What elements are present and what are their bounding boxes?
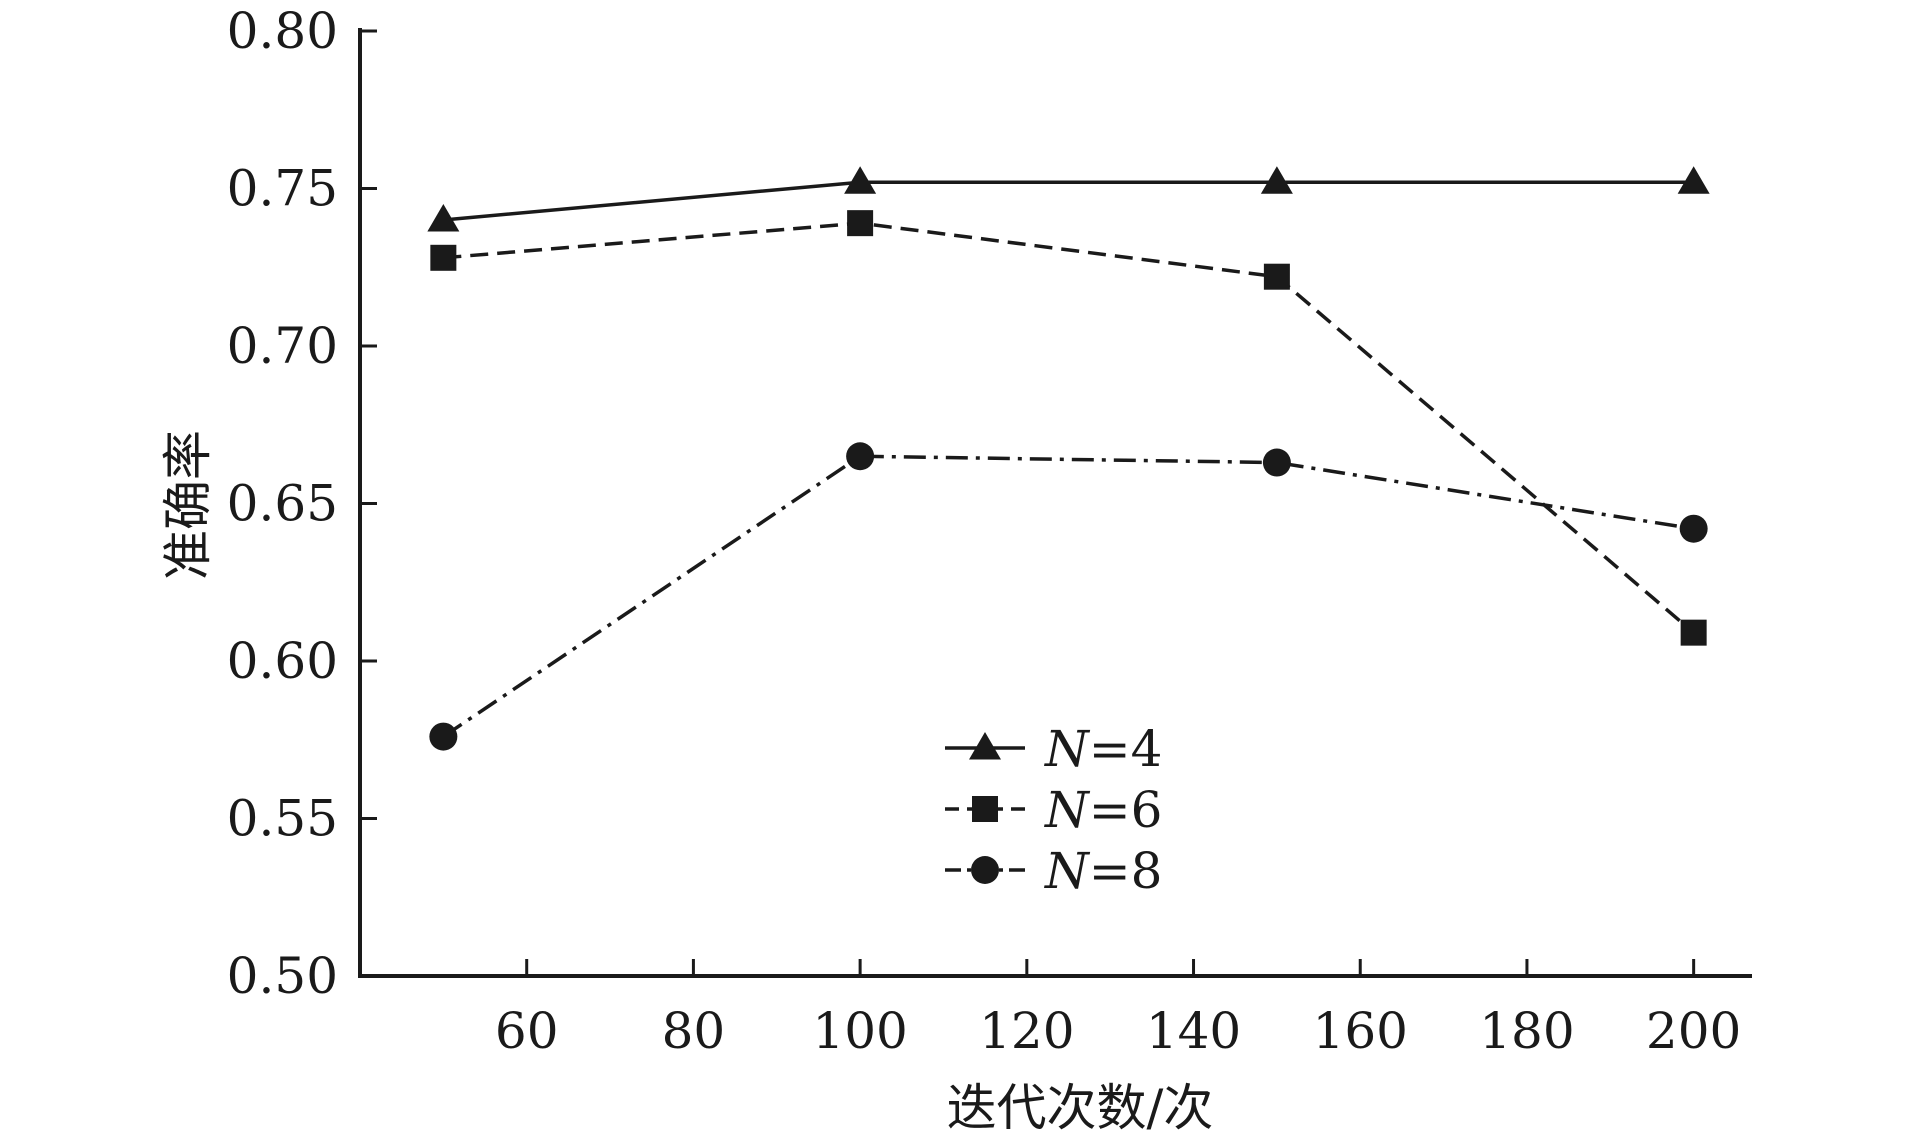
series-line <box>443 221 1695 634</box>
series-line <box>443 180 1694 222</box>
x-axis-ticks: 60 80 100 120 140 160 180 200 <box>495 959 1741 1060</box>
legend-item: N=4 <box>945 720 1162 778</box>
series-line <box>442 454 1694 739</box>
data-point-circle <box>846 442 875 471</box>
y-axis-title: 准确率 <box>159 430 217 580</box>
x-tick-label: 200 <box>1646 1002 1741 1060</box>
series-square <box>430 210 1707 646</box>
y-tick-label: 0.70 <box>227 317 338 375</box>
x-axis-title: 迭代次数/次 <box>947 1079 1214 1134</box>
x-tick-label: 120 <box>979 1002 1074 1060</box>
legend-item: N=8 <box>945 842 1162 900</box>
legend-marker-square <box>972 796 998 822</box>
series-circle <box>429 442 1708 751</box>
x-tick-label: 180 <box>1479 1002 1574 1060</box>
data-point-circle <box>1679 514 1708 543</box>
data-point-square <box>1680 619 1707 646</box>
series-triangle <box>427 166 1710 232</box>
data-point-triangle <box>1677 166 1710 194</box>
x-tick-label: 140 <box>1146 1002 1241 1060</box>
data-point-triangle <box>1260 166 1293 194</box>
y-tick-label: 0.75 <box>227 160 338 218</box>
data-point-circle <box>429 722 458 751</box>
legend-label: N=8 <box>1044 842 1162 900</box>
data-point-circle <box>1262 448 1291 477</box>
data-point-triangle <box>427 204 460 232</box>
x-tick-label: 80 <box>662 1002 726 1060</box>
x-tick-label: 160 <box>1313 1002 1408 1060</box>
y-tick-label: 0.55 <box>227 790 338 848</box>
y-tick-label: 0.50 <box>227 947 338 1005</box>
data-point-square <box>430 244 457 271</box>
legend-label: N=4 <box>1044 720 1162 778</box>
legend-marker-triangle <box>969 732 1001 760</box>
data-point-triangle <box>844 166 877 194</box>
legend-item: N=6 <box>945 781 1162 839</box>
data-point-square <box>847 210 874 237</box>
y-tick-label: 0.80 <box>227 2 338 60</box>
series-layer <box>427 166 1710 751</box>
legend-label: N=6 <box>1044 781 1162 839</box>
legend: N=4N=6N=8 <box>945 720 1162 900</box>
y-axis-ticks: 0.50 0.55 0.60 0.65 0.70 0.75 0.80 <box>227 2 377 1005</box>
y-tick-label: 0.65 <box>227 475 338 533</box>
legend-marker-circle <box>971 856 999 884</box>
x-tick-label: 100 <box>812 1002 907 1060</box>
x-tick-label: 60 <box>495 1002 559 1060</box>
data-point-square <box>1263 263 1290 290</box>
y-tick-label: 0.60 <box>227 632 338 690</box>
